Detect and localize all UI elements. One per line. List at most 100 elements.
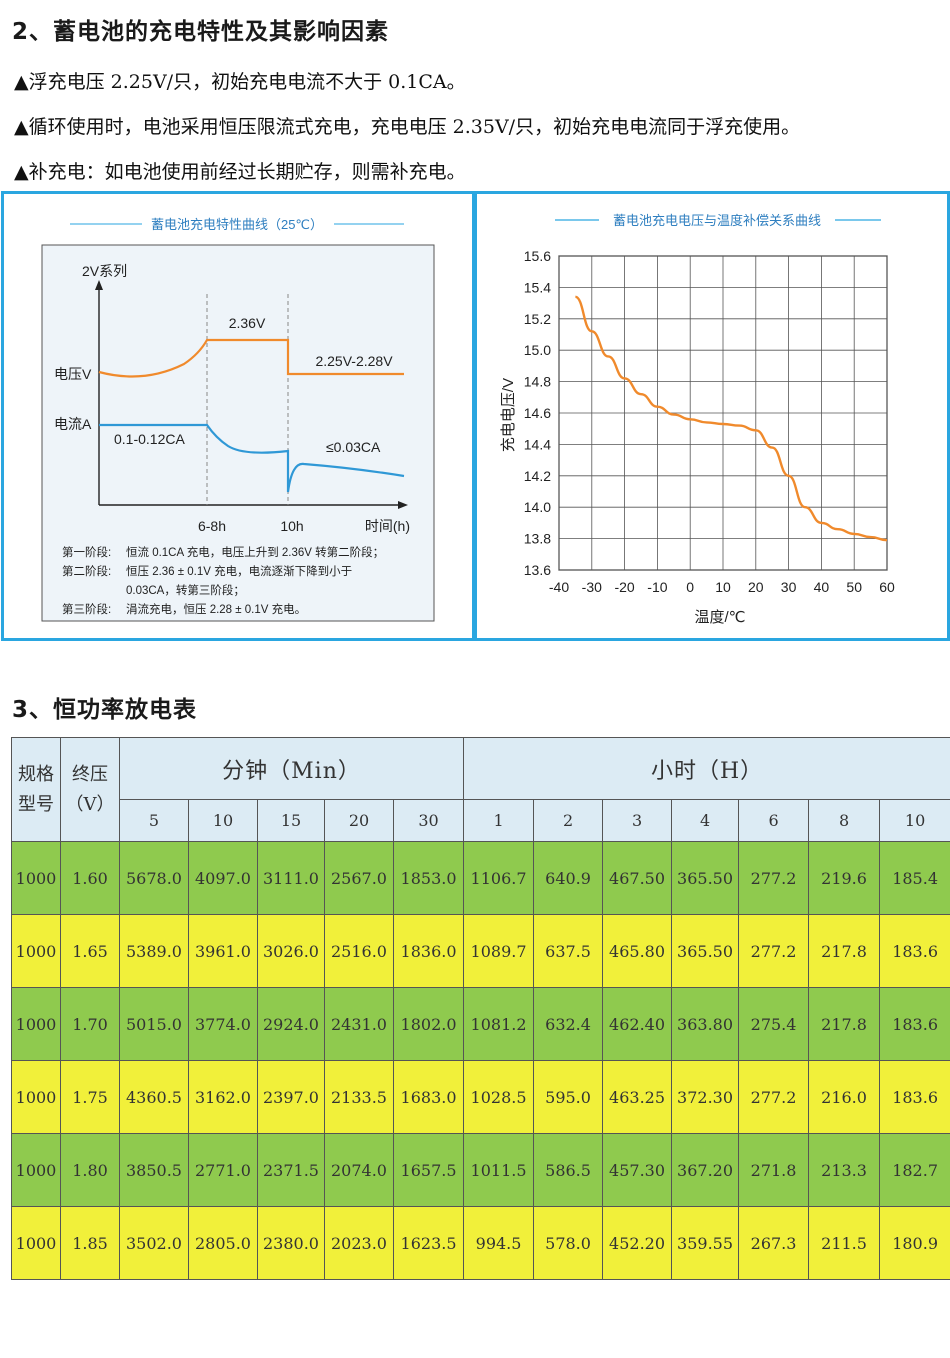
header-end-voltage: 终压（V） [60,737,120,842]
table-cell: 462.40 [602,987,673,1061]
table-cell: 211.5 [808,1206,881,1280]
header-hour-col: 8 [808,799,881,842]
bullet-cycle-charge: ▲循环使用时，电池采用恒压限流式充电，充电电压 2.35V/只，初始充电电流同于… [14,116,801,138]
table-cell: 2023.0 [324,1206,394,1280]
bullet-float-charge: ▲浮充电压 2.25V/只，初始充电电流不大于 0.1CA。 [14,71,466,93]
table-cell: 595.0 [533,1060,604,1134]
header-min-col: 5 [119,799,189,842]
table-cell: 4097.0 [188,841,258,915]
series-label: 2V系列 [82,263,127,279]
table-cell: 1089.7 [463,914,535,988]
table-cell: 1000 [11,987,61,1061]
y-tick-label: 15.0 [524,342,551,358]
x-tick-label: -10 [647,579,667,595]
voltage-axis-label: 电压V [54,366,92,382]
table-cell: 1623.5 [392,1206,465,1280]
y-tick-label: 13.6 [524,562,551,578]
table-cell: 365.50 [671,841,740,915]
table-cell: 213.3 [808,1133,881,1207]
table-cell: 5678.0 [119,841,189,915]
stage2-text-1: 恒压 2.36 ± 0.1V 充电，电流逐渐下降到小于 [126,564,352,578]
header-minutes-group: 分钟（Min） [118,737,465,800]
header-spec: 规格型号 [11,737,61,842]
y-tick-label: 15.6 [524,248,551,264]
table-cell: 367.20 [671,1133,740,1207]
table-cell: 463.25 [602,1060,673,1134]
y-tick-label: 15.4 [524,279,551,295]
table-cell: 3111.0 [257,841,325,915]
table-cell: 219.6 [808,841,881,915]
header-hours-group: 小时（H） [463,737,950,800]
y-tick-label: 14.0 [524,499,551,515]
y-tick-label: 15.2 [524,311,551,327]
header-hour-col: 1 [463,799,535,842]
temperature-compensation-panel: 蓄电池充电电压与温度补偿关系曲线 -40 -30 -20 -10 0 10 20 30 40 50… [474,191,950,641]
table-cell: 1683.0 [392,1060,465,1134]
x-label-6-8h: 6-8h [198,518,226,534]
bullet-supplement-charge: ▲补充电：如电池使用前经过长期贮存，则需补充电。 [14,161,466,183]
table-cell: 1106.7 [463,841,535,915]
table-row: 1000 1.60 5678.0 4097.0 3111.0 2567.0 1853.0 11… [11,841,950,915]
table-cell: 2074.0 [324,1133,394,1207]
table-cell: 1000 [11,1133,61,1207]
table-cell: 2567.0 [324,841,394,915]
table-cell: 1000 [11,841,61,915]
table-cell: 1836.0 [392,914,465,988]
voltage-curve [98,338,404,378]
table-cell: 216.0 [808,1060,881,1134]
table-cell: 2397.0 [257,1060,325,1134]
header-min-col: 30 [392,799,465,842]
table-cell: 267.3 [738,1206,810,1280]
table-cell: 578.0 [533,1206,604,1280]
table-cell: 277.2 [738,1060,810,1134]
header-min-col: 20 [324,799,394,842]
table-cell: 271.8 [738,1133,810,1207]
table-cell: 365.50 [671,914,740,988]
table-cell: 1081.2 [463,987,535,1061]
table-cell: 994.5 [463,1206,535,1280]
y-axis-title: 充电电压/V [500,378,517,452]
y-tick-label: 14.6 [524,405,551,421]
table-cell: 1.85 [60,1206,120,1280]
table-cell: 4360.5 [119,1060,189,1134]
table-row: 1000 1.70 5015.0 3774.0 2924.0 2431.0 1802.0 10… [11,987,950,1061]
table-cell: 3162.0 [188,1060,258,1134]
table-cell: 183.6 [879,987,950,1061]
label-2-36v: 2.36V [229,315,266,331]
header-min-col: 15 [257,799,325,842]
current-curve [99,423,405,493]
table-cell: 1802.0 [392,987,465,1061]
x-tick-label: 60 [879,579,895,595]
table-cell: 452.20 [602,1206,673,1280]
y-tick-label: 14.2 [524,468,551,484]
y-tick-label: 14.4 [524,436,551,452]
charge-chart-title: 蓄电池充电特性曲线（25℃） [151,217,323,232]
constant-power-discharge-table: 规格型号 终压（V） 分钟（Min） 小时（H） 5 10 15 20 30 1 2 3 4 6 8… [11,737,950,1280]
table-cell: 1.80 [60,1133,120,1207]
table-cell: 2924.0 [257,987,325,1061]
y-tick-label: 13.8 [524,531,551,547]
table-cell: 1000 [11,914,61,988]
table-cell: 1.70 [60,987,120,1061]
x-axis-arrow [398,501,408,509]
temperature-compensation-chart: 蓄电池充电电压与温度补偿关系曲线 -40 -30 -20 -10 0 10 20 30 40 50… [500,213,895,626]
compensation-curve [574,295,888,542]
table-cell: 2371.5 [257,1133,325,1207]
section-3-title: 3、恒功率放电表 [12,697,198,723]
table-cell: 1000 [11,1060,61,1134]
table-cell: 1000 [11,1206,61,1280]
table-cell: 2431.0 [324,987,394,1061]
table-cell: 1.65 [60,914,120,988]
y-tick-label: 14.8 [524,374,551,390]
current-axis-label: 电流A [54,416,92,432]
table-cell: 359.55 [671,1206,740,1280]
table-cell: 183.6 [879,1060,950,1134]
stage1-text: 恒流 0.1CA 充电，电压上升到 2.36V 转第二阶段； [126,545,384,559]
table-cell: 5389.0 [119,914,189,988]
header-hour-col: 4 [671,799,740,842]
temperature-chart-title: 蓄电池充电电压与温度补偿关系曲线 [613,213,821,228]
label-current-start: 0.1-0.12CA [114,431,185,447]
table-cell: 637.5 [533,914,604,988]
table-cell: 183.6 [879,914,950,988]
table-cell: 363.80 [671,987,740,1061]
